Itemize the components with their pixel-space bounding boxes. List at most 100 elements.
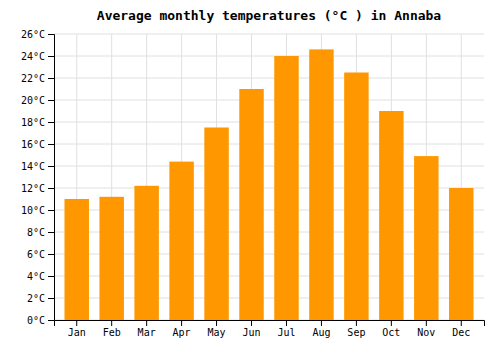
tick-mark [391,320,392,326]
tick-mark [321,320,322,326]
tick-label: 4°C [27,271,45,282]
tick-label: Sep [347,327,365,338]
tick-label: 24°C [21,51,45,62]
tick-mark [48,34,54,35]
bar [379,111,403,320]
tick-label: 6°C [27,249,45,260]
tick: 2°C [27,293,54,304]
grid-line-y [54,122,484,123]
tick: 22°C [21,73,54,84]
tick-mark [48,232,54,233]
axis-line [55,321,485,327]
tick-mark [146,320,147,326]
tick-label: Aug [312,327,330,338]
bar [309,49,333,320]
tick: Nov [417,320,435,338]
tick: Aug [312,320,330,338]
axis-line [48,35,55,321]
grid-line-y [54,78,484,79]
tick-label: Apr [173,327,191,338]
y-axis: 0°C 2°C 4°C 6°C 8°C 10°C 12°C 14°C 16°C 18°C 20°C 2… [21,29,55,326]
tick: 6°C [27,249,54,260]
grid-line-y [54,56,484,57]
tick-mark [48,122,54,123]
bar [274,56,298,320]
tick: 18°C [21,117,54,128]
tick: 4°C [27,271,54,282]
grid [54,34,484,320]
tick-mark [48,298,54,299]
bar [64,199,88,320]
tick-mark [48,276,54,277]
tick: Mar [138,320,156,338]
tick: Jun [242,320,260,338]
tick-mark [48,188,54,189]
tick-mark [426,320,427,326]
tick-label: 14°C [21,161,45,172]
tick-mark [461,320,462,326]
tick: Dec [452,320,470,338]
tick-label: Feb [103,327,121,338]
bar [239,89,263,320]
tick-mark [216,320,217,326]
tick-label: 0°C [27,315,45,326]
bars [64,49,473,320]
tick-mark [48,320,54,321]
tick-label: Jul [277,327,295,338]
tick-mark [48,56,54,57]
tick-mark [76,320,77,326]
tick-label: May [208,327,226,338]
plot: 0°C 2°C 4°C 6°C 8°C 10°C 12°C 14°C 16°C 18°C 20°C 2… [21,29,485,338]
tick-mark [48,144,54,145]
tick: 26°C [21,29,54,40]
tick-label: 12°C [21,183,45,194]
grid-line-y [54,100,484,101]
tick: 24°C [21,51,54,62]
tick: 10°C [21,205,54,216]
tick-mark [48,166,54,167]
tick-label: Dec [452,327,470,338]
tick-label: 20°C [21,95,45,106]
tick-label: 8°C [27,227,45,238]
bar [204,128,228,321]
tick-label: 22°C [21,73,45,84]
chart: Average monthly temperatures (°C ) in An… [0,0,500,350]
grid-line-y [54,34,484,35]
tick: Jul [277,320,295,338]
tick-label: Mar [138,327,156,338]
tick: 0°C [27,315,54,326]
tick: Feb [103,320,121,338]
tick: Jan [68,320,86,338]
bar [414,156,438,320]
tick: 14°C [21,161,54,172]
tick: 8°C [27,227,54,238]
bar [449,188,473,320]
tick-mark [48,210,54,211]
tick: Sep [347,320,365,338]
tick-label: Jan [68,327,86,338]
tick-label: 16°C [21,139,45,150]
tick: 12°C [21,183,54,194]
x-axis: Jan Feb Mar Apr May Jun Jul Aug Sep Oct Nov Dec [55,320,485,338]
grid-line-y [54,144,484,145]
tick-mark [286,320,287,326]
tick-label: 26°C [21,29,45,40]
tick: Oct [382,320,400,338]
tick-mark [181,320,182,326]
tick-mark [48,100,54,101]
tick-mark [48,78,54,79]
tick-mark [48,254,54,255]
tick-mark [356,320,357,326]
tick: 16°C [21,139,54,150]
tick: 20°C [21,95,54,106]
tick: Apr [173,320,191,338]
title: Average monthly temperatures (°C ) in An… [97,8,442,23]
tick-mark [251,320,252,326]
tick-label: 10°C [21,205,45,216]
tick-label: 18°C [21,117,45,128]
bar [169,162,193,320]
tick-label: Jun [242,327,260,338]
tick-mark [111,320,112,326]
bar [344,73,368,321]
tick-label: Nov [417,327,435,338]
